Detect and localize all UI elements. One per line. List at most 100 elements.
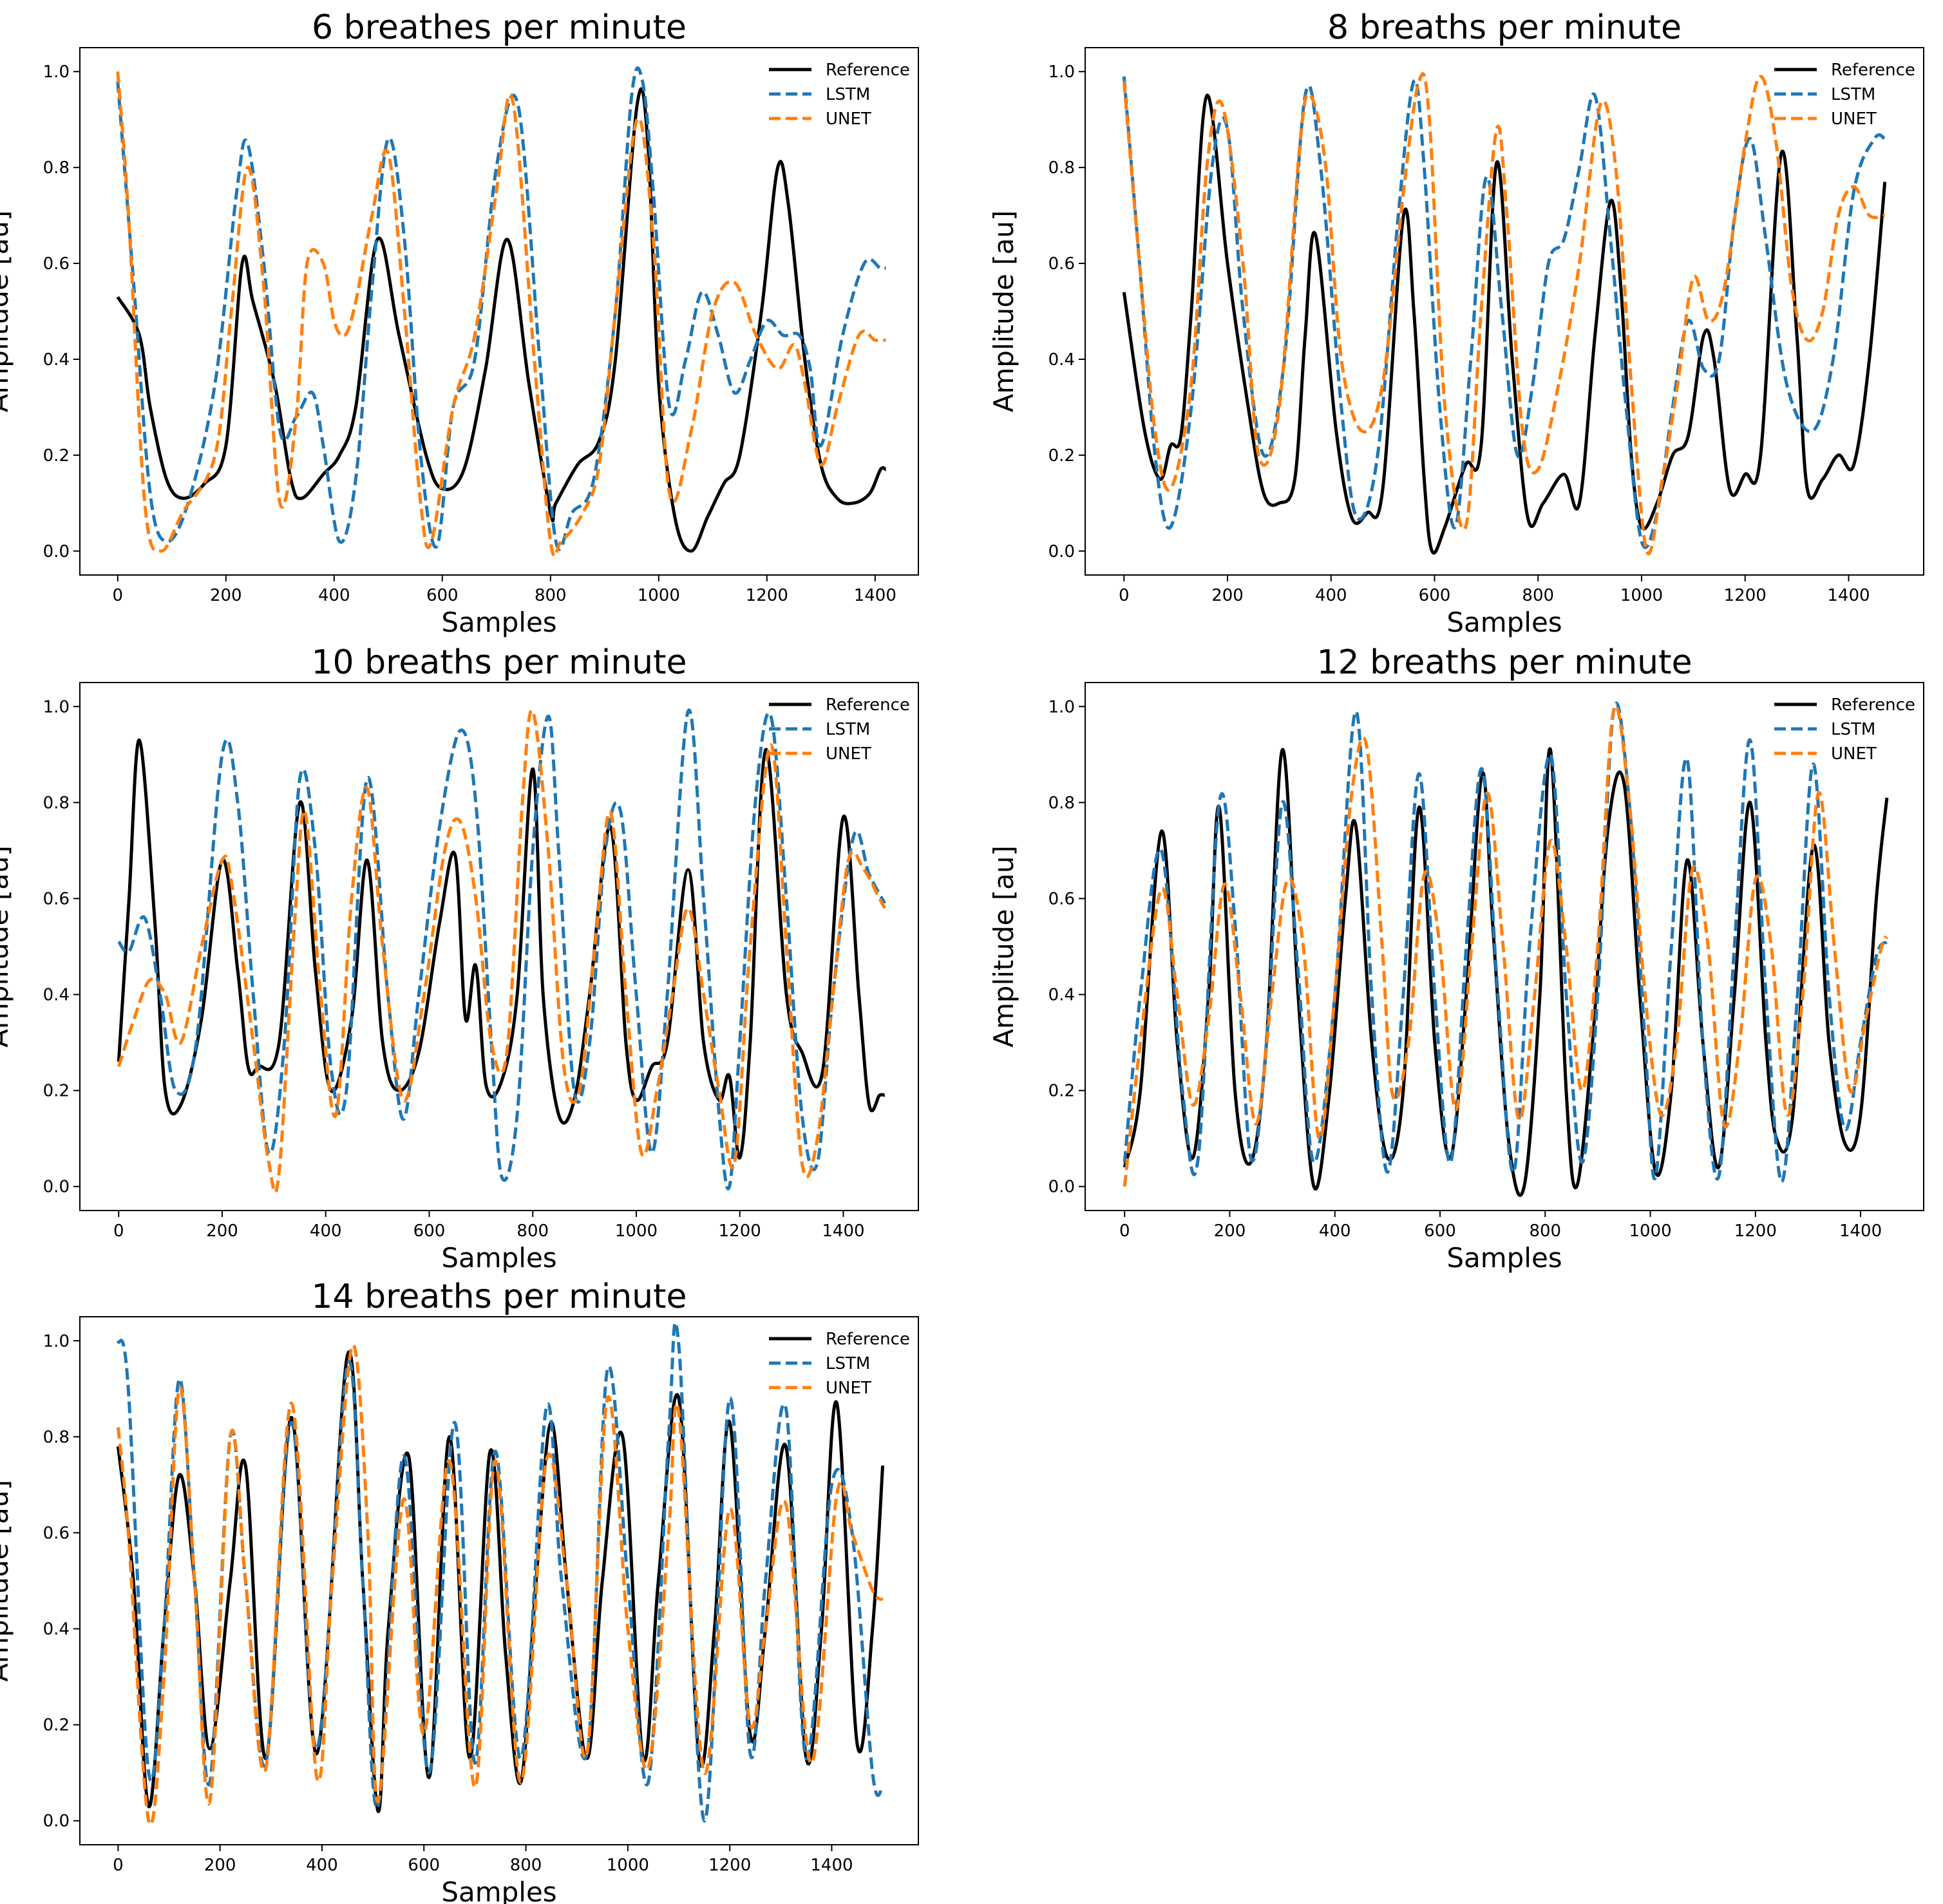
subplot-10-breaths: 10 breaths per minute 0 200 400 600 800 1000 12… [0, 643, 919, 1274]
series-line-reference [117, 738, 886, 1160]
y-tick-label: 0.2 [43, 1716, 70, 1735]
plot-frame [79, 682, 919, 1211]
x-tick-label: 400 [310, 1221, 342, 1241]
plot-frame [79, 1316, 919, 1845]
y-axis-label: Amplitude [au] [0, 845, 14, 1048]
chart-title: 12 breaths per minute [1316, 643, 1692, 682]
y-tick-label: 1.0 [1048, 62, 1075, 82]
y-tick-label: 0.0 [1048, 1178, 1075, 1197]
plot-frame [1085, 47, 1924, 576]
x-tick-label: 1400 [1839, 1221, 1882, 1241]
legend-label-lstm: LSTM [826, 1354, 870, 1373]
x-tick-label: 1200 [746, 586, 788, 605]
legend-label-reference: Reference [826, 1330, 910, 1349]
plot-frame [79, 47, 919, 576]
x-tick-label: 1000 [638, 586, 680, 605]
legend: Reference LSTM UNET [1774, 61, 1915, 129]
x-tick-label: 1400 [1827, 586, 1870, 605]
y-tick-label: 0.0 [43, 1178, 70, 1197]
x-tick-label: 800 [1522, 586, 1554, 605]
x-tick-label: 0 [1119, 586, 1130, 605]
y-tick-label: 0.2 [43, 1082, 70, 1101]
legend: Reference LSTM UNET [769, 1330, 910, 1398]
chart-title: 6 breathes per minute [312, 8, 687, 47]
y-tick-label: 0.4 [43, 986, 70, 1005]
x-tick-label: 1400 [810, 1856, 853, 1875]
subplot-14-breaths: 14 breaths per minute 0 200 400 600 800 1000 12… [0, 1277, 919, 1904]
subplot-12-breaths: 12 breaths per minute 0 200 400 600 800 1000 12… [988, 643, 1924, 1274]
x-tick-label: 1000 [607, 1856, 649, 1875]
series-line-unet [116, 71, 886, 558]
legend: Reference LSTM UNET [769, 61, 910, 129]
x-axis-label: Samples [441, 607, 556, 638]
x-tick-label: 600 [413, 1221, 446, 1241]
x-tick-label: 600 [408, 1856, 440, 1875]
series-line-lstm [1122, 76, 1886, 549]
x-tick-label: 200 [210, 586, 242, 605]
series-line-lstm [117, 708, 886, 1191]
x-tick-label: 400 [1315, 586, 1347, 605]
y-tick-label: 0.0 [43, 542, 70, 561]
series-group [116, 66, 887, 558]
x-tick-label: 200 [206, 1221, 238, 1241]
x-tick-label: 1400 [822, 1221, 864, 1241]
series-group [117, 708, 886, 1194]
x-tick-label: 400 [1319, 1221, 1351, 1241]
series-line-unet [1122, 71, 1886, 556]
x-tick-label: 1200 [1734, 1221, 1777, 1241]
legend: Reference LSTM UNET [769, 695, 910, 764]
y-tick-label: 0.6 [43, 889, 70, 909]
legend-label-reference: Reference [826, 695, 910, 715]
chart-title: 14 breaths per minute [311, 1277, 687, 1316]
legend-label-lstm: LSTM [826, 720, 870, 739]
y-tick-label: 0.2 [1048, 1082, 1075, 1101]
x-tick-label: 1400 [854, 586, 896, 605]
x-tick-label: 400 [306, 1856, 338, 1875]
y-tick-label: 0.6 [43, 1523, 70, 1543]
y-tick-label: 1.0 [43, 1332, 70, 1351]
y-tick-label: 0.6 [43, 254, 70, 274]
x-tick-label: 1000 [1620, 586, 1663, 605]
x-tick-label: 800 [517, 1221, 549, 1241]
subplot-6-breaths: 6 breathes per minute 0 200 400 600 800 1000 12… [0, 8, 919, 638]
x-tick-label: 800 [535, 586, 567, 605]
x-axis-label: Samples [1446, 1242, 1562, 1274]
y-tick-label: 0.0 [43, 1812, 70, 1831]
x-tick-label: 600 [1424, 1221, 1456, 1241]
legend-label-reference: Reference [1831, 61, 1915, 80]
x-tick-label: 0 [113, 1221, 124, 1241]
series-line-unet [1123, 704, 1889, 1187]
legend-label-unet: UNET [1831, 109, 1877, 129]
legend-label-unet: UNET [826, 1379, 871, 1398]
x-tick-label: 1200 [708, 1856, 751, 1875]
y-tick-label: 0.6 [1048, 889, 1075, 909]
series-line-lstm [116, 66, 886, 551]
y-axis-label: Amplitude [au] [0, 1480, 14, 1682]
subplot-8-breaths: 8 breaths per minute 0 200 400 600 800 1000 120… [988, 8, 1924, 638]
y-axis-label: Amplitude [au] [988, 211, 1019, 413]
legend-label-lstm: LSTM [1831, 720, 1875, 739]
y-tick-label: 0.6 [1048, 254, 1075, 274]
y-tick-label: 0.4 [43, 350, 70, 370]
legend-label-unet: UNET [826, 744, 871, 764]
legend-label-lstm: LSTM [826, 85, 870, 104]
series-line-unet [117, 708, 886, 1194]
y-tick-label: 0.8 [1048, 793, 1075, 813]
y-axis-label: Amplitude [au] [0, 211, 14, 413]
plot-frame [1085, 682, 1924, 1211]
x-tick-label: 200 [1214, 1221, 1246, 1241]
y-tick-label: 0.8 [43, 1428, 70, 1447]
legend-label-reference: Reference [1831, 695, 1915, 715]
x-tick-label: 0 [1119, 1221, 1130, 1241]
x-tick-label: 1000 [615, 1221, 658, 1241]
legend-label-lstm: LSTM [1831, 85, 1875, 104]
y-tick-label: 1.0 [1048, 697, 1075, 717]
y-tick-label: 0.2 [1048, 446, 1075, 466]
legend: Reference LSTM UNET [1774, 695, 1915, 764]
y-tick-label: 1.0 [43, 697, 70, 717]
x-tick-label: 1000 [1629, 1221, 1671, 1241]
y-tick-label: 0.2 [43, 446, 70, 466]
legend-label-unet: UNET [826, 109, 871, 129]
series-line-reference [116, 1350, 885, 1813]
y-tick-label: 0.8 [1048, 158, 1075, 178]
